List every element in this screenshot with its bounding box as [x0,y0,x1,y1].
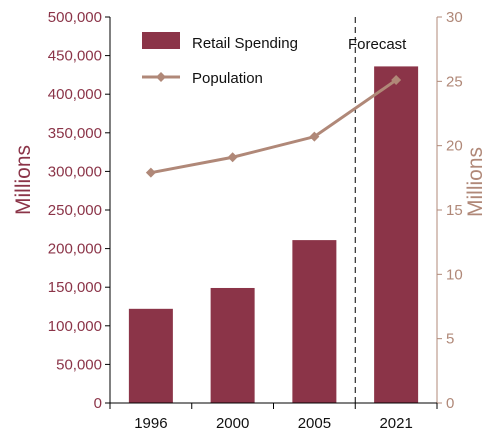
bar-1996 [128,308,173,403]
population-point-2021 [391,75,402,86]
x-tick-label-2000: 2000 [216,415,249,432]
population-point-2000 [227,152,238,163]
y-right-tick-label: 0 [446,395,454,412]
bars-layer [128,66,419,404]
forecast-annotation: Forecast [348,36,407,53]
bar-2005 [292,240,337,403]
population-point-1996 [145,167,156,178]
population-point-2005 [309,131,320,142]
y-left-tick-label: 0 [94,395,102,412]
bar-2021 [374,66,419,404]
y-left-tick-label: 450,000 [48,48,102,65]
y-right-tick-label: 5 [446,331,454,348]
y-left-tick-label: 300,000 [48,163,102,180]
y-axis-left-label: Millions [12,145,35,215]
bar-2000 [210,287,255,403]
x-tick-label-2021: 2021 [379,415,412,432]
legend-label-population: Population [192,70,263,87]
legend: Retail Spending Population [142,32,298,87]
y-left-tick-label: 150,000 [48,279,102,296]
line-layer [145,75,402,178]
y-left-tick-label: 250,000 [48,202,102,219]
population-line [150,78,397,175]
legend-bar-swatch [142,32,180,49]
x-tick-label-1996: 1996 [134,415,167,432]
x-tick-label-2005: 2005 [298,415,331,432]
y-right-tick-label: 30 [446,9,463,26]
y-right-tick-label: 15 [446,202,463,219]
legend-diamond-marker [156,72,166,82]
y-left-tick-label: 50,000 [56,356,102,373]
y-left-tick-label: 500,000 [48,9,102,26]
y-left-tick-label: 400,000 [48,86,102,103]
y-left-tick-label: 350,000 [48,125,102,142]
y-left-tick-label: 200,000 [48,241,102,258]
legend-label-retail: Retail Spending [192,35,298,52]
y-left-tick-label: 100,000 [48,318,102,335]
y-axis-right-label: Millions [464,147,487,217]
y-right-tick-label: 10 [446,266,463,283]
y-right-tick-label: 25 [446,73,463,90]
ticks-layer: 0 50,000 100,000 150,000 200,000 250,000 300,0… [48,9,463,432]
y-right-tick-label: 20 [446,138,463,155]
